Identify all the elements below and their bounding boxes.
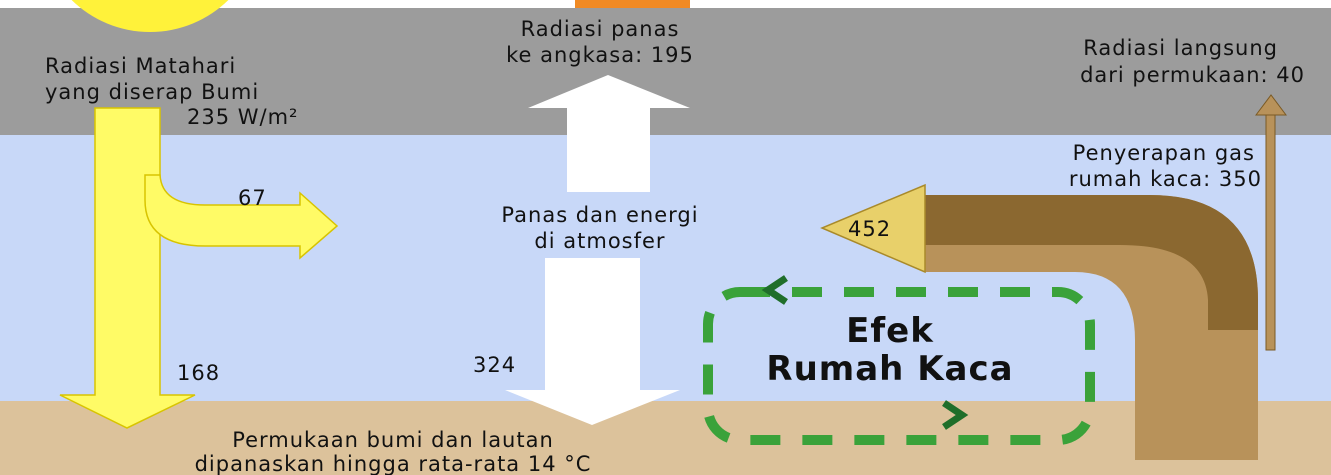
direct-radiation-shaft xyxy=(1266,112,1275,350)
atmosphere-label: Panas dan energi xyxy=(501,203,698,227)
surface-absorbed: 168 xyxy=(177,361,220,385)
solar-label: yang diserap Bumi xyxy=(45,80,259,104)
ghg-absorption-label: Penyerapan gas xyxy=(1073,141,1255,165)
orange-tab xyxy=(575,0,690,8)
surface-label: Permukaan bumi dan lautan xyxy=(232,428,554,452)
greenhouse-diagram: Radiasi Matahari yang diserap Bumi 235 W… xyxy=(0,0,1331,475)
atmosphere-absorbed: 67 xyxy=(238,186,267,210)
effect-title: Efek xyxy=(846,311,934,351)
solar-label: Radiasi Matahari xyxy=(45,54,236,78)
solar-amount: 235 W/m² xyxy=(187,105,298,129)
atmosphere-label: di atmosfer xyxy=(534,229,665,253)
direct-radiation-label: Radiasi langsung xyxy=(1083,36,1278,60)
downward-value: 324 xyxy=(473,353,516,377)
ghg-absorption-label: rumah kaca: 350 xyxy=(1069,167,1262,191)
back-radiation-value: 452 xyxy=(848,217,891,241)
effect-title: Rumah Kaca xyxy=(766,349,1013,389)
surface-label: dipanaskan hingga rata-rata 14 °C xyxy=(195,452,592,475)
direct-radiation-label: dari permukaan: 40 xyxy=(1080,63,1305,87)
space-radiation-label: Radiasi panas xyxy=(521,17,680,41)
space-radiation-label: ke angkasa: 195 xyxy=(506,43,694,67)
